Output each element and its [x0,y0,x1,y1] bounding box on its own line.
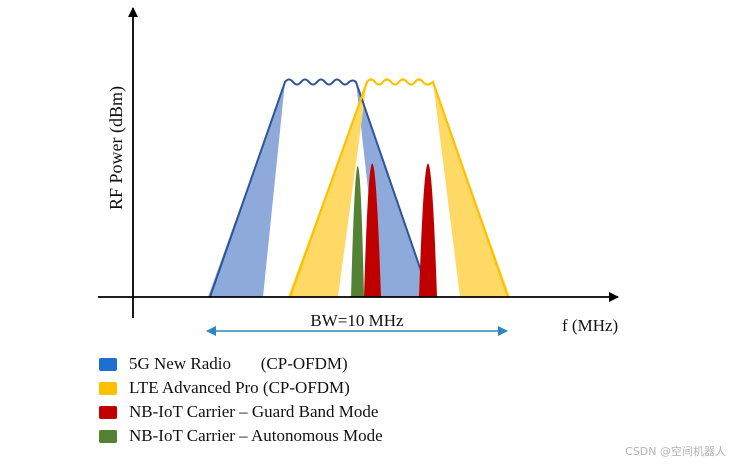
legend-label-nb-autonomous: NB-IoT Carrier – Autonomous Mode [129,426,383,445]
legend-item-5g-nr: 5G New Radio (CP-OFDM) [99,352,383,376]
legend: 5G New Radio (CP-OFDM) LTE Advanced Pro … [99,352,383,448]
y-axis-label: RF Power (dBm) [106,86,127,210]
legend-swatch-5g-nr [99,357,117,371]
bandwidth-label: BW=10 MHz [310,311,404,330]
nb-iot-guard-carrier-2 [419,163,437,297]
legend-item-nb-guard: NB-IoT Carrier – Guard Band Mode [99,400,383,424]
x-axis-label: f (MHz) [562,316,618,335]
legend-item-lte: LTE Advanced Pro (CP-OFDM) [99,376,383,400]
legend-label-nb-guard: NB-IoT Carrier – Guard Band Mode [129,402,379,421]
nb-iot-autonomous-carrier [351,166,364,297]
watermark: CSDN @空间机器人 [625,445,726,458]
legend-swatch-nb-autonomous [99,429,117,443]
legend-swatch-lte [99,381,117,395]
lte-outline [288,78,510,298]
nb-iot-guard-carrier-1 [364,163,381,297]
legend-label-5g-nr: 5G New Radio (CP-OFDM) [129,354,348,373]
legend-label-lte: LTE Advanced Pro (CP-OFDM) [129,378,350,397]
nr-outline [209,78,431,298]
legend-swatch-nb-guard [99,405,117,419]
legend-item-nb-autonomous: NB-IoT Carrier – Autonomous Mode [99,424,383,448]
